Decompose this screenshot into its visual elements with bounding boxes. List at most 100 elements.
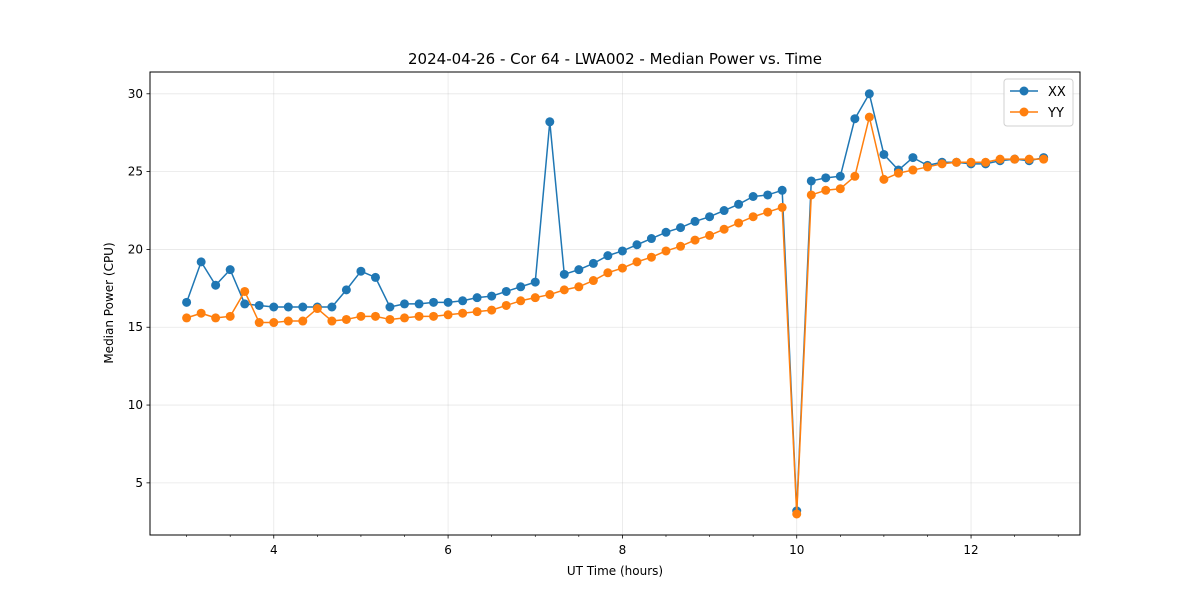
data-point-yy: [400, 313, 410, 323]
data-point-yy: [603, 268, 613, 278]
data-point-yy: [269, 318, 279, 328]
data-point-yy: [312, 304, 322, 314]
y-axis-label: Median Power (CPU): [102, 242, 116, 363]
data-point-xx: [588, 258, 598, 268]
data-point-yy: [327, 316, 337, 326]
data-point-yy: [574, 282, 584, 292]
legend-marker-xx: [1019, 86, 1029, 96]
data-point-yy: [951, 157, 961, 167]
data-point-xx: [908, 153, 918, 163]
axis-ticks: 4 6 8 10 12 5 10 15 20 25 30: [128, 87, 1059, 557]
x-tick-label: 12: [963, 543, 978, 557]
data-point-xx: [705, 212, 715, 222]
data-point-yy: [1010, 154, 1020, 164]
data-point-yy: [472, 307, 482, 317]
chart-title: 2024-04-26 - Cor 64 - LWA002 - Median Po…: [408, 50, 822, 68]
data-point-xx: [501, 286, 511, 296]
data-point-xx: [240, 299, 250, 309]
data-point-yy: [356, 311, 366, 321]
series-lines: [182, 89, 1049, 519]
data-point-yy: [966, 157, 976, 167]
data-point-yy: [458, 308, 468, 318]
data-point-xx: [443, 297, 453, 307]
data-point-xx: [530, 277, 540, 287]
data-point-yy: [763, 207, 773, 217]
data-point-yy: [370, 311, 380, 321]
y-tick-label: 20: [128, 242, 143, 256]
data-point-xx: [603, 251, 613, 261]
data-point-xx: [734, 199, 744, 209]
data-point-xx: [182, 297, 192, 307]
data-point-yy: [981, 157, 991, 167]
data-point-xx: [835, 171, 845, 181]
data-point-xx: [748, 192, 758, 201]
data-point-yy: [530, 293, 540, 303]
data-point-yy: [414, 311, 424, 321]
data-point-xx: [763, 190, 773, 200]
y-tick-label: 30: [128, 87, 143, 101]
data-point-yy: [995, 154, 1005, 164]
data-point-yy: [225, 311, 235, 321]
data-point-yy: [690, 235, 700, 245]
data-point-xx: [617, 246, 627, 256]
data-point-xx: [211, 280, 221, 290]
data-point-yy: [254, 318, 264, 328]
data-point-yy: [879, 174, 889, 184]
data-point-yy: [719, 224, 729, 234]
data-point-yy: [341, 314, 351, 324]
data-point-yy: [821, 185, 831, 195]
data-point-xx: [690, 216, 700, 226]
data-point-yy: [298, 316, 308, 326]
data-point-yy: [240, 286, 250, 296]
data-point-yy: [676, 241, 686, 251]
data-point-xx: [574, 265, 584, 275]
data-point-xx: [414, 299, 424, 309]
data-point-xx: [864, 89, 874, 99]
grid: [150, 72, 1080, 535]
data-point-xx: [341, 285, 351, 295]
data-point-yy: [283, 316, 293, 326]
data-point-yy: [632, 257, 642, 267]
x-tick-label: 10: [789, 543, 804, 557]
data-point-yy: [850, 171, 860, 181]
data-point-yy: [617, 263, 627, 273]
series-yy: [182, 112, 1049, 519]
data-point-xx: [879, 149, 889, 159]
data-point-xx: [777, 185, 787, 195]
data-point-yy: [196, 308, 206, 318]
y-tick-label: 10: [128, 398, 143, 412]
data-point-xx: [429, 297, 439, 307]
data-point-yy: [545, 290, 555, 300]
data-point-yy: [559, 285, 569, 295]
data-point-xx: [283, 302, 293, 312]
data-point-yy: [661, 246, 671, 256]
legend: XX YY: [1003, 78, 1074, 127]
data-point-xx: [676, 223, 686, 233]
plot-frame: [149, 71, 1081, 536]
data-point-yy: [1024, 154, 1034, 164]
data-point-yy: [646, 252, 656, 262]
data-point-yy: [893, 168, 903, 178]
data-point-yy: [1039, 154, 1049, 164]
data-point-xx: [719, 206, 729, 216]
data-point-yy: [937, 159, 947, 169]
data-point-yy: [385, 314, 395, 324]
data-point-xx: [559, 269, 569, 279]
data-point-yy: [429, 311, 439, 321]
legend-marker-yy: [1019, 107, 1029, 117]
legend-label-xx: XX: [1048, 85, 1066, 100]
data-point-xx: [487, 291, 497, 301]
data-point-yy: [211, 313, 221, 323]
data-point-xx: [458, 296, 468, 306]
data-point-yy: [864, 112, 874, 122]
data-point-xx: [632, 240, 642, 250]
data-point-xx: [806, 176, 816, 186]
data-point-xx: [850, 114, 860, 124]
y-tick-label: 5: [135, 476, 143, 490]
data-point-yy: [792, 509, 802, 519]
data-point-xx: [385, 302, 395, 312]
data-point-yy: [835, 184, 845, 194]
data-point-yy: [443, 310, 453, 320]
data-point-xx: [196, 257, 206, 267]
